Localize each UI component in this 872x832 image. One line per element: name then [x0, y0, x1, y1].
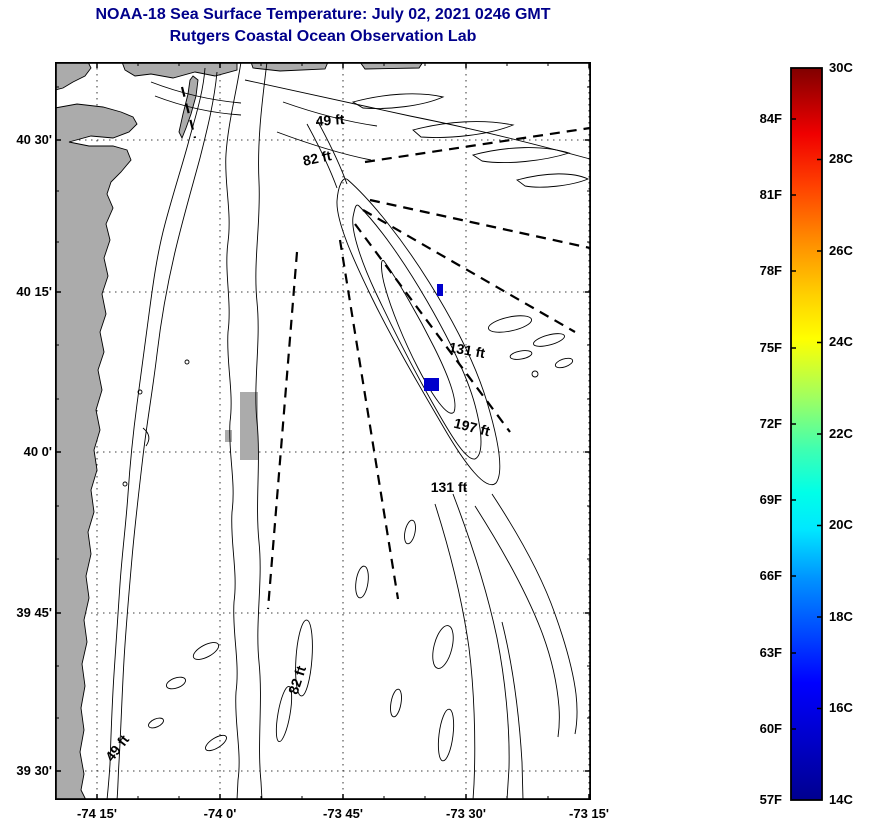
colorbar-celsius-label: 26C — [829, 243, 853, 258]
y-axis-tick-label: 40 0' — [23, 444, 52, 459]
map-title: NOAA-18 Sea Surface Temperature: July 02… — [95, 6, 551, 23]
sst-data-marker — [424, 378, 439, 391]
colorbar-celsius-label: 30C — [829, 60, 853, 75]
colorbar-fahrenheit-label: 66F — [759, 568, 782, 583]
colorbar-fahrenheit-label: 57F — [759, 792, 782, 807]
map-graphics — [55, 62, 591, 800]
x-axis-tick-label: -73 45' — [323, 806, 363, 821]
colorbar-fahrenheit-label: 81F — [759, 187, 782, 202]
colorbar-celsius-label: 14C — [829, 792, 853, 807]
y-axis-tick-label: 39 45' — [16, 605, 52, 620]
colorbar-fahrenheit-label: 84F — [759, 111, 782, 126]
land-brooklyn-strip — [121, 62, 238, 79]
map-frame — [55, 62, 591, 800]
sst-data-marker-small — [437, 284, 443, 296]
colorbar-celsius-label: 28C — [829, 151, 853, 166]
land-offshore-patch — [240, 392, 258, 460]
colorbar-celsius-label: 16C — [829, 700, 853, 715]
x-axis-tick-label: -73 15' — [569, 806, 609, 821]
colorbar — [790, 67, 823, 801]
shipping-lane-dashes — [180, 86, 591, 610]
map-plot: 49 ft 82 ft 131 ft 197 ft 131 ft 82 ft 4… — [55, 62, 591, 800]
y-axis-tick-label: 40 15' — [16, 284, 52, 299]
x-axis-tick-label: -74 0' — [203, 806, 237, 821]
land-nj-mainland — [55, 103, 138, 800]
colorbar-fahrenheit-label: 78F — [759, 263, 782, 278]
colorbar-fahrenheit-label: 63F — [759, 645, 782, 660]
colorbar-fahrenheit-label: 75F — [759, 340, 782, 355]
colorbar-fahrenheit-label: 69F — [759, 492, 782, 507]
land-longisland-strip-1 — [250, 62, 329, 72]
colorbar-celsius-label: 22C — [829, 426, 853, 441]
colorbar-fahrenheit-label: 60F — [759, 721, 782, 736]
land-staten-island — [55, 62, 92, 91]
depth-annotation: 131 ft — [430, 479, 468, 495]
land-offshore-patch-small — [225, 430, 232, 442]
y-axis-tick-label: 40 30' — [16, 132, 52, 147]
depth-annotation: 49 ft — [315, 111, 345, 129]
map-subtitle: Rutgers Coastal Ocean Observation Lab — [169, 28, 477, 45]
x-axis-tick-label: -74 15' — [77, 806, 117, 821]
colorbar-celsius-label: 24C — [829, 334, 853, 349]
colorbar-tick-marks — [791, 118, 822, 730]
colorbar-celsius-label: 20C — [829, 517, 853, 532]
land-shapes — [55, 62, 424, 800]
x-axis-tick-label: -73 30' — [446, 806, 486, 821]
sst-data-markers — [424, 284, 443, 391]
y-axis-tick-label: 39 30' — [16, 763, 52, 778]
bathymetry-contours — [106, 62, 591, 800]
colorbar-celsius-label: 18C — [829, 609, 853, 624]
colorbar-fahrenheit-label: 72F — [759, 416, 782, 431]
axis-tick-marks — [55, 62, 591, 800]
